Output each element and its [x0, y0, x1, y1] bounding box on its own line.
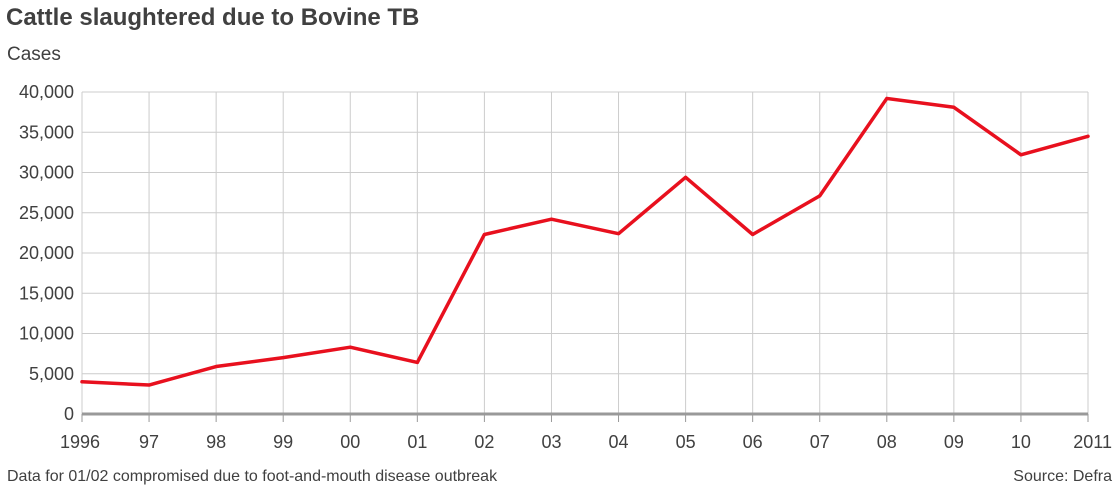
- y-tick-label: 35,000: [19, 122, 74, 142]
- data-point: [549, 217, 553, 221]
- y-tick-label: 15,000: [19, 283, 74, 303]
- label-layer: 0 5,000 10,000 15,000 20,000 25,000 30,000 35,0…: [19, 82, 1112, 452]
- x-tick-label: 09: [944, 432, 964, 452]
- x-tick-label: 00: [340, 432, 360, 452]
- series-layer: [80, 96, 1090, 387]
- data-point: [617, 232, 621, 236]
- y-tick-label: 0: [64, 404, 74, 424]
- chart-title: Cattle slaughtered due to Bovine TB: [6, 4, 420, 31]
- y-tick-label: 10,000: [19, 324, 74, 344]
- data-point: [80, 380, 84, 384]
- data-point: [684, 175, 688, 179]
- data-point: [818, 194, 822, 198]
- axis-layer: [81, 412, 1089, 422]
- series-line: [80, 96, 1090, 387]
- grid-layer: [81, 91, 1089, 414]
- data-point: [348, 345, 352, 349]
- y-tick-label: 25,000: [19, 203, 74, 223]
- y-tick-label: 40,000: [19, 82, 74, 102]
- x-tick-label: 02: [474, 432, 494, 452]
- data-point: [751, 232, 755, 236]
- data-point: [1086, 134, 1090, 138]
- x-tick-label: 06: [743, 432, 763, 452]
- x-tick-label: 10: [1011, 432, 1031, 452]
- x-tick-label: 1996: [60, 432, 100, 452]
- x-tick-label: 98: [206, 432, 226, 452]
- x-tick-label: 04: [609, 432, 629, 452]
- x-tick-label: 01: [407, 432, 427, 452]
- data-point: [281, 356, 285, 360]
- y-tick-label: 5,000: [29, 364, 74, 384]
- chart-source: Source: Defra: [1013, 468, 1112, 485]
- x-tick-label: 07: [810, 432, 830, 452]
- data-point: [885, 96, 889, 100]
- x-tick-label: 99: [273, 432, 293, 452]
- data-point: [214, 365, 218, 369]
- data-point: [952, 105, 956, 109]
- x-tick-label: 08: [877, 432, 897, 452]
- data-point: [482, 232, 486, 236]
- x-tick-label: 2011: [1073, 432, 1112, 452]
- x-tick-label: 97: [139, 432, 159, 452]
- data-point: [147, 383, 151, 387]
- x-tick-label: 03: [541, 432, 561, 452]
- y-axis-unit-label: Cases: [7, 44, 61, 65]
- y-tick-label: 20,000: [19, 243, 74, 263]
- data-point: [1019, 153, 1023, 157]
- chart-footnote: Data for 01/02 compromised due to foot-a…: [7, 468, 498, 485]
- x-tick-label: 05: [676, 432, 696, 452]
- y-tick-label: 30,000: [19, 163, 74, 183]
- data-point: [415, 360, 419, 364]
- point-layer: [80, 96, 1090, 387]
